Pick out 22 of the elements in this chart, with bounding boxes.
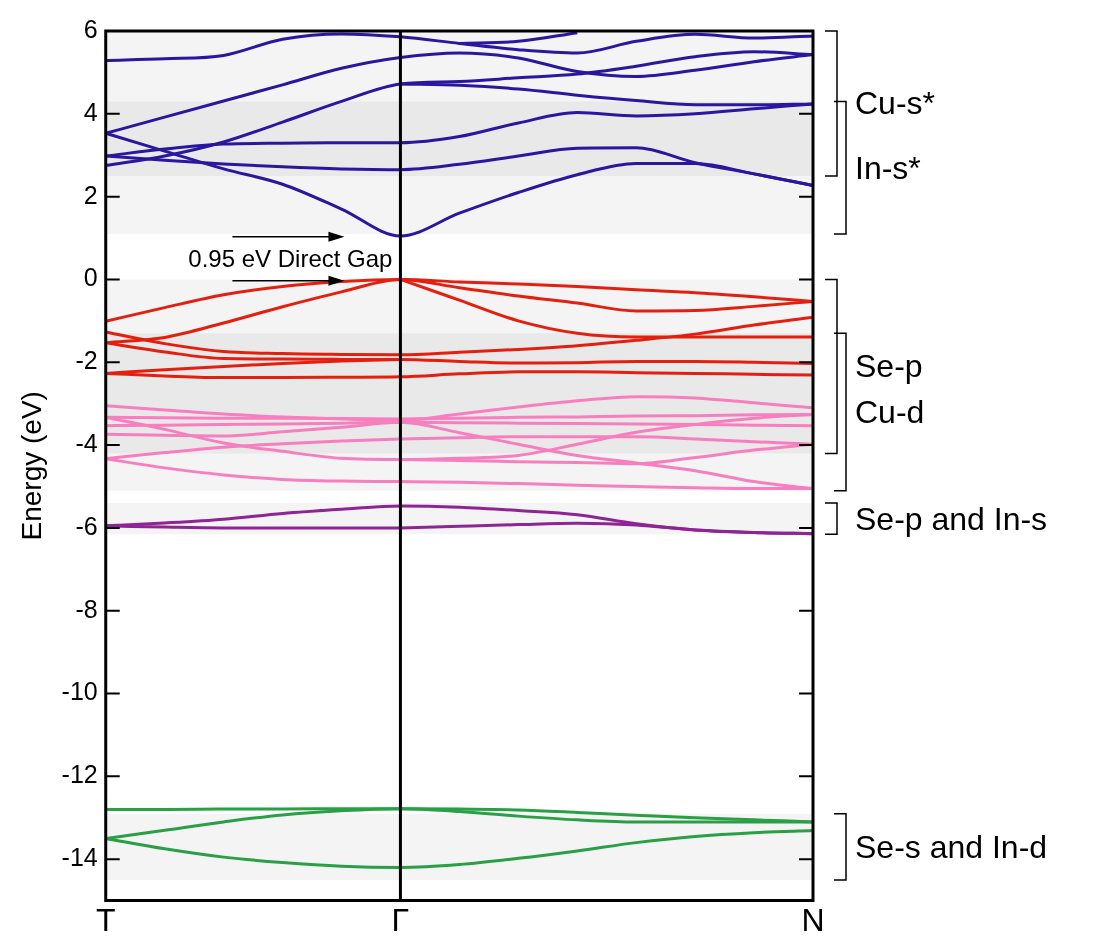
annotation: 0.95 eV Direct Gap (188, 243, 393, 274)
band-label: Se-p (855, 347, 923, 386)
y-tick-label: -4 (75, 428, 98, 457)
band-label: In-s* (855, 148, 921, 187)
y-tick-label: 4 (83, 97, 98, 126)
y-tick-label: -12 (61, 760, 98, 789)
y-tick-label: -14 (61, 843, 98, 872)
y-tick-label: -6 (75, 511, 98, 540)
band-label: Cu-s* (855, 84, 936, 123)
y-tick-label: -10 (61, 677, 98, 706)
x-tick-label: T (95, 901, 116, 938)
band-label: Se-p and In-s (855, 499, 1048, 538)
y-tick-label: -2 (75, 346, 98, 375)
y-tick-label: 6 (83, 14, 98, 43)
y-axis-title: Energy (eV) (15, 391, 47, 541)
band-label: Cu-d (855, 392, 925, 431)
y-tick-label: -8 (75, 594, 98, 623)
x-tick-label: Γ (391, 901, 410, 938)
y-tick-label: 2 (83, 180, 98, 209)
y-tick-label: 0 (83, 263, 98, 292)
x-tick-label: N (801, 901, 825, 938)
band-label: Se-s and In-d (855, 827, 1048, 866)
